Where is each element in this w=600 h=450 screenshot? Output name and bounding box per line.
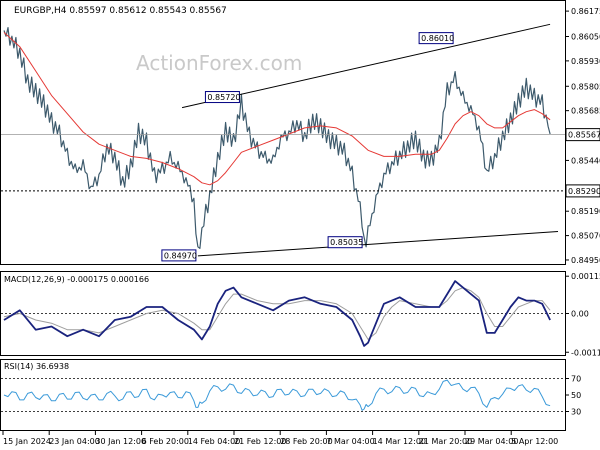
macd-line bbox=[3, 280, 551, 347]
x-tick-label: 14 Feb 04:00 bbox=[188, 437, 240, 446]
x-tick-label: 28 Feb 20:00 bbox=[280, 437, 332, 446]
rsi-panel: RSI(14) 36.6938 70 50 30 bbox=[0, 359, 581, 431]
watermark: ActionForex.com bbox=[136, 51, 302, 75]
x-tick-label: 7 Mar 04:00 bbox=[326, 437, 374, 446]
y-tick-label: 0.86175 bbox=[571, 7, 600, 16]
rsi-plot-area bbox=[1, 378, 565, 412]
support-level-label: 0.85290 bbox=[568, 187, 600, 196]
x-tick-label: 6 Feb 20:00 bbox=[142, 437, 189, 446]
y-tick-label: 0.001152 bbox=[571, 272, 600, 281]
price-panel: EURGBP,H4 0.85597 0.85612 0.85543 0.8556… bbox=[0, 0, 600, 265]
current-price-tag bbox=[565, 128, 600, 142]
rsi-title: RSI(14) 36.6938 bbox=[4, 362, 69, 371]
price-annotation-box bbox=[161, 249, 197, 262]
x-tick-label: 23 Jan 04:00 bbox=[49, 437, 100, 446]
y-tick-label: 30 bbox=[571, 408, 581, 417]
chart-symbol-line: EURGBP,H4 0.85597 0.85612 0.85543 0.8556… bbox=[14, 6, 227, 16]
price-annotation-box bbox=[418, 32, 454, 45]
current-price-label: 0.85567 bbox=[568, 131, 600, 140]
y-tick-label: 0.85805 bbox=[571, 82, 600, 91]
price-panel-frame bbox=[0, 0, 566, 265]
macd-signal-line bbox=[3, 287, 551, 340]
macd-title: MACD(12,26,9) -0.000175 0.000166 bbox=[4, 275, 149, 284]
x-tick-label: 5 Apr 12:00 bbox=[511, 437, 558, 446]
x-tick-label: 21 Feb 12:00 bbox=[234, 437, 286, 446]
y-tick-label: 0.85685 bbox=[571, 107, 600, 116]
price-series-line bbox=[3, 27, 551, 249]
macd-panel: MACD(12,26,9) -0.000175 0.000166 0.00115… bbox=[0, 271, 600, 357]
y-tick-label: 50 bbox=[571, 391, 581, 400]
x-tick-label: 15 Jan 2024 bbox=[3, 437, 51, 446]
x-tick-label: 29 Mar 04:00 bbox=[465, 437, 518, 446]
price-plot-area: 0.85290 0.85567 0.84970 0.85720 0.85035 0.860… bbox=[1, 23, 600, 262]
price-annotation-label: 0.85035 bbox=[330, 238, 363, 247]
x-tick-label: 30 Jan 12:00 bbox=[95, 437, 146, 446]
price-annotation-box bbox=[204, 91, 240, 104]
trendline bbox=[181, 23, 551, 109]
y-tick-label: -0.001196 bbox=[571, 348, 600, 357]
y-tick-label: 0.00 bbox=[571, 310, 589, 319]
support-level-tag bbox=[565, 184, 600, 198]
macd-plot-area bbox=[1, 280, 565, 347]
price-annotation-box bbox=[327, 236, 363, 249]
rsi-y-axis: 70 50 30 bbox=[565, 375, 581, 417]
price-annotation-label: 0.84970 bbox=[164, 251, 197, 260]
trendline bbox=[197, 231, 559, 257]
moving-average-line bbox=[3, 32, 551, 186]
y-tick-label: 70 bbox=[571, 375, 581, 384]
rsi-line bbox=[3, 379, 551, 411]
price-annotation-label: 0.85720 bbox=[207, 93, 240, 102]
macd-y-axis: 0.001152 0.00 -0.001196 bbox=[565, 272, 600, 357]
price-annotation-label: 0.86010 bbox=[421, 34, 454, 43]
x-tick-label: 14 Mar 12:00 bbox=[373, 437, 426, 446]
x-tick-label: 21 Mar 20:00 bbox=[419, 437, 472, 446]
rsi-panel-frame bbox=[0, 359, 566, 431]
